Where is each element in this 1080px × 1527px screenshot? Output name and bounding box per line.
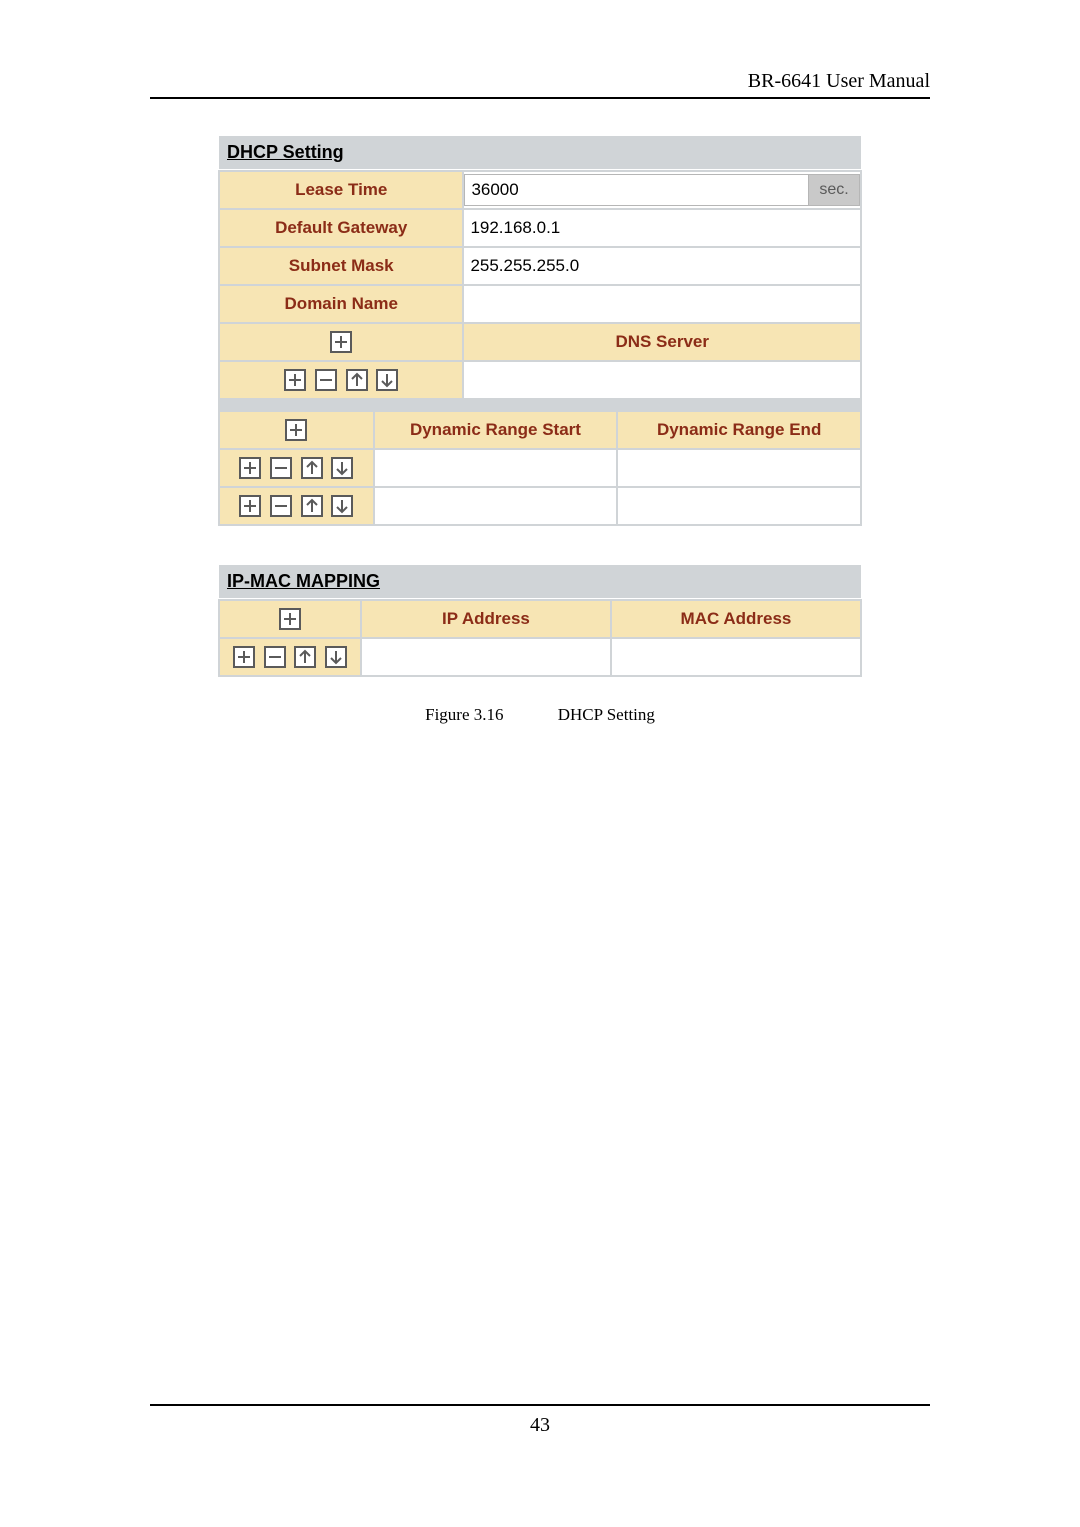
- minus-icon[interactable]: [270, 457, 292, 479]
- dyn-range-row-controls: [220, 450, 373, 486]
- subnet-mask-label: Subnet Mask: [220, 248, 462, 284]
- ipmac-section-title: IP-MAC MAPPING: [218, 564, 862, 599]
- mac-address-header: MAC Address: [612, 601, 860, 637]
- mac-address-value-0[interactable]: [612, 639, 860, 675]
- dyn-range-start-value-0[interactable]: [375, 450, 617, 486]
- arrow-down-icon[interactable]: [331, 495, 353, 517]
- plus-icon[interactable]: [279, 608, 301, 630]
- subnet-mask-value[interactable]: 255.255.255.0: [464, 248, 860, 284]
- page-number: 43: [150, 1414, 930, 1437]
- arrow-up-icon[interactable]: [294, 646, 316, 668]
- arrow-up-icon[interactable]: [346, 369, 368, 391]
- figure-label: Figure 3.16: [425, 705, 503, 724]
- ipmac-add-cell: [220, 601, 360, 637]
- dns-server-header: DNS Server: [464, 324, 860, 360]
- arrow-down-icon[interactable]: [376, 369, 398, 391]
- dyn-range-start-value-1[interactable]: [375, 488, 617, 524]
- lease-time-label: Lease Time: [220, 172, 462, 208]
- dhcp-settings-table: Lease Time 36000 sec. Default Gateway 19…: [218, 170, 862, 400]
- figure-caption: Figure 3.16 DHCP Setting: [218, 705, 862, 725]
- ip-address-value-0[interactable]: [362, 639, 610, 675]
- minus-icon[interactable]: [315, 369, 337, 391]
- ipmac-table: IP Address MAC Address: [218, 599, 862, 677]
- dyn-range-end-value-1[interactable]: [618, 488, 860, 524]
- plus-icon[interactable]: [284, 369, 306, 391]
- plus-icon[interactable]: [239, 457, 261, 479]
- dyn-range-add-cell: [220, 412, 373, 448]
- plus-icon[interactable]: [239, 495, 261, 517]
- lease-time-input[interactable]: 36000: [464, 174, 809, 206]
- arrow-up-icon[interactable]: [301, 457, 323, 479]
- dyn-range-start-header: Dynamic Range Start: [375, 412, 617, 448]
- ipmac-row-controls: [220, 639, 360, 675]
- lease-time-cell: 36000 sec.: [464, 172, 860, 208]
- plus-icon[interactable]: [330, 331, 352, 353]
- domain-name-label: Domain Name: [220, 286, 462, 322]
- page-header: BR-6641 User Manual: [150, 70, 930, 99]
- dhcp-section-title: DHCP Setting: [218, 135, 862, 170]
- default-gateway-value[interactable]: 192.168.0.1: [464, 210, 860, 246]
- default-gateway-label: Default Gateway: [220, 210, 462, 246]
- ip-address-header: IP Address: [362, 601, 610, 637]
- arrow-up-icon[interactable]: [301, 495, 323, 517]
- minus-icon[interactable]: [270, 495, 292, 517]
- dns-add-cell: [220, 324, 462, 360]
- dns-server-value[interactable]: [464, 362, 860, 398]
- dyn-range-end-header: Dynamic Range End: [618, 412, 860, 448]
- dyn-range-row-controls: [220, 488, 373, 524]
- arrow-down-icon[interactable]: [325, 646, 347, 668]
- domain-name-value[interactable]: [464, 286, 860, 322]
- arrow-down-icon[interactable]: [331, 457, 353, 479]
- header-title: BR-6641 User Manual: [748, 70, 930, 92]
- dynamic-range-table: Dynamic Range Start Dynamic Range End: [218, 410, 862, 526]
- minus-icon[interactable]: [264, 646, 286, 668]
- dns-row-controls: [220, 362, 462, 398]
- lease-time-unit: sec.: [809, 174, 860, 206]
- plus-icon[interactable]: [285, 419, 307, 441]
- dyn-range-end-value-0[interactable]: [618, 450, 860, 486]
- plus-icon[interactable]: [233, 646, 255, 668]
- page-footer: 43: [150, 1404, 930, 1437]
- figure-text: DHCP Setting: [558, 705, 655, 724]
